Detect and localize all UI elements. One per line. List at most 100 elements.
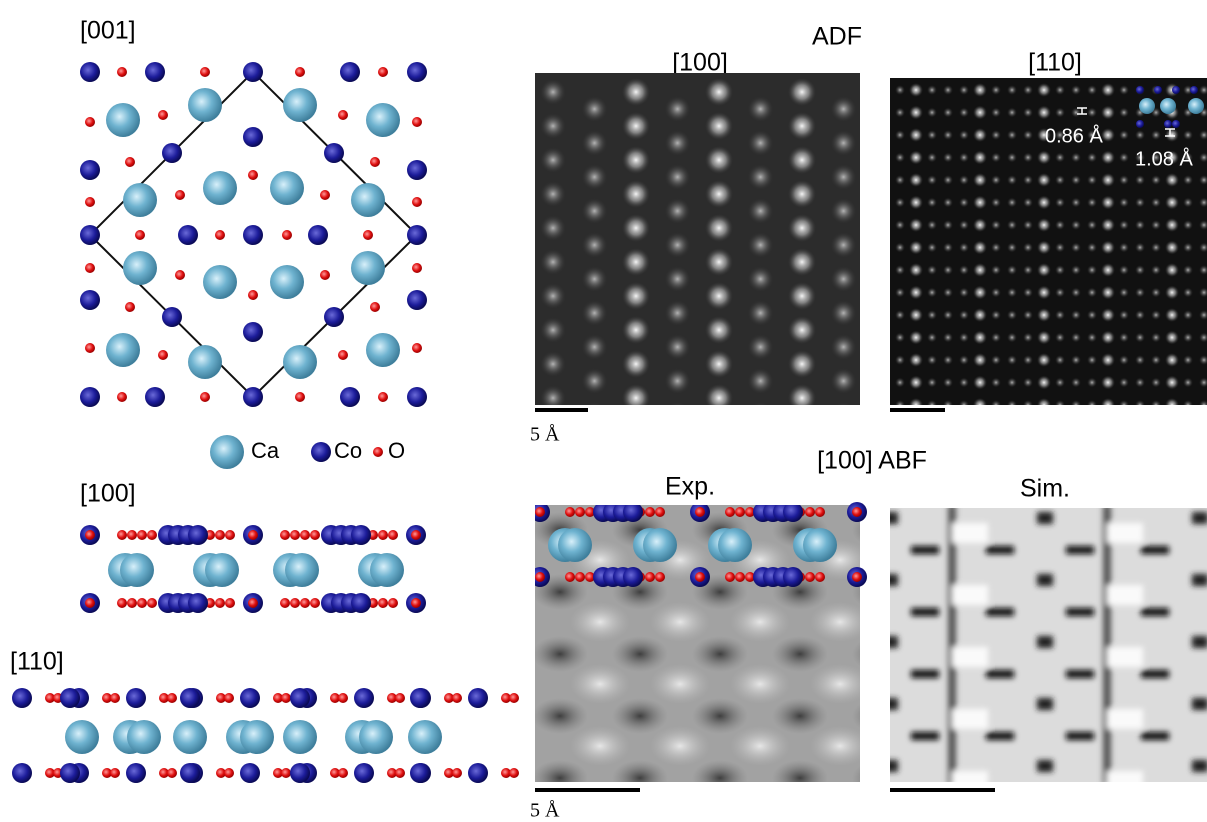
atom-ox (509, 768, 519, 778)
label: [110] (1028, 49, 1082, 77)
atom-co (188, 593, 208, 613)
atom-ox (127, 530, 137, 540)
atom-column (1071, 265, 1081, 275)
atom-column (991, 377, 1001, 388)
atom-column (1119, 175, 1129, 185)
atom-column (927, 332, 937, 343)
contrast-light (730, 726, 790, 766)
atom-column (664, 164, 691, 190)
atom-ox (585, 572, 595, 582)
atom-column (747, 300, 774, 326)
atom-column (991, 242, 1001, 253)
atom-ox (175, 190, 185, 200)
atom-column (1055, 242, 1065, 253)
scale-bar (890, 788, 995, 792)
atom-column (943, 220, 953, 230)
atom-column (1183, 287, 1193, 298)
atom-ox (370, 157, 380, 167)
atom-ox (117, 67, 127, 77)
atom-ox (338, 110, 348, 120)
atom-ca (188, 345, 222, 379)
atom-column (959, 287, 969, 298)
atom-ox (224, 768, 234, 778)
atom-co (12, 763, 32, 783)
atom-column (1037, 240, 1051, 255)
atom-column (622, 214, 650, 242)
atom-column (1199, 265, 1207, 275)
atom-column (1151, 175, 1161, 185)
atom-column (895, 355, 905, 365)
atom-column (1087, 400, 1097, 405)
dark-dash (911, 732, 939, 740)
atom-column (1055, 107, 1065, 118)
atom-column (991, 265, 1001, 275)
scale-bar (535, 788, 640, 792)
atom-column (1055, 197, 1065, 208)
atom-column (1071, 85, 1081, 95)
light-band (1107, 709, 1143, 729)
atom-co (243, 127, 263, 147)
atom-column (581, 266, 608, 292)
contrast-dark (535, 698, 588, 734)
dark-column (1192, 512, 1207, 524)
dimension-mark (1165, 128, 1175, 137)
atom-column (1101, 285, 1115, 300)
atom-column (1023, 197, 1033, 208)
atom-co (80, 290, 100, 310)
atom-ox (452, 693, 462, 703)
atom-column (1101, 353, 1115, 367)
dark-column (890, 760, 898, 772)
atom-column (1023, 242, 1033, 253)
top-view (80, 62, 427, 407)
atom-column (622, 248, 650, 276)
atom-column (1007, 377, 1017, 388)
atom-ox (295, 67, 305, 77)
atom-column (909, 150, 923, 165)
atom-column (1023, 175, 1033, 185)
contrast-dark (772, 636, 828, 672)
atom-ox (805, 507, 815, 517)
atom-column (1055, 175, 1065, 185)
atom-ox (535, 507, 545, 517)
atom-column (1037, 330, 1051, 345)
atom-column (540, 283, 566, 309)
atom-ox (655, 572, 665, 582)
atom-ca (283, 88, 317, 122)
atom-column (664, 198, 691, 224)
atom-column (1135, 175, 1145, 185)
atom-column (895, 332, 905, 343)
contrast-light (810, 726, 860, 766)
atom-column (1071, 107, 1081, 118)
atom-column (991, 197, 1001, 208)
dark-column (1192, 760, 1207, 772)
scale-bar (890, 408, 945, 412)
atom-column (788, 248, 816, 276)
atom-column (705, 282, 733, 310)
atom-ox (852, 507, 862, 517)
atom-column (1037, 353, 1051, 367)
atom-column (705, 248, 733, 276)
contrast-dark (692, 698, 748, 734)
atom-column (909, 173, 923, 187)
atom-column (1199, 310, 1207, 320)
contrast-light (650, 788, 710, 822)
contrast-light (570, 726, 630, 766)
atom-column (895, 287, 905, 298)
atom-column (705, 316, 733, 344)
dark-column (1192, 636, 1207, 648)
atom-column (991, 400, 1001, 405)
light-band (1107, 647, 1143, 667)
atom-ox (225, 530, 235, 540)
atom-column (943, 332, 953, 343)
atom-ox (585, 507, 595, 517)
atom-ox (645, 572, 655, 582)
abf-sim-image (890, 508, 1207, 782)
atom-column (1087, 310, 1097, 320)
light-band (1107, 523, 1143, 543)
atom-column (622, 78, 650, 106)
atom-ox (575, 507, 585, 517)
label: [110] (10, 648, 64, 676)
atom-column (664, 368, 691, 394)
atom-co (240, 688, 260, 708)
atom-column (664, 334, 691, 360)
